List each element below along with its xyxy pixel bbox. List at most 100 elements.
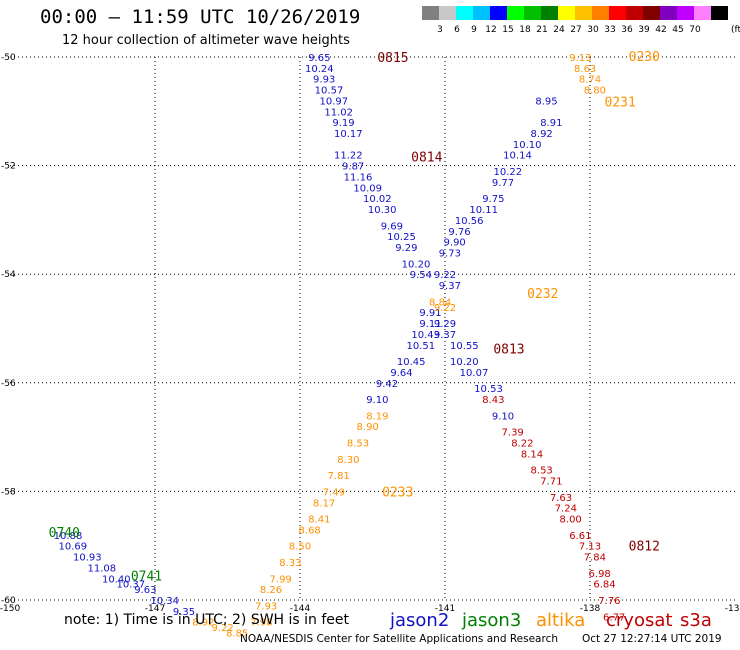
time-label-jason2: 0813: [493, 343, 524, 358]
data-point-altika: 8.30: [337, 455, 359, 466]
data-point-cryosat: 7.39: [502, 428, 524, 439]
chart-title: 00:00 – 11:59 UTC 10/26/2019: [40, 6, 361, 28]
data-point-jason2: 9.65: [308, 53, 330, 64]
data-point-altika: 8.41: [308, 515, 330, 526]
data-point-altika: 8.84: [429, 297, 451, 308]
color-scale-label: 36: [621, 25, 633, 35]
footer-note: note: 1) Time is in UTC; 2) SWH is in fe…: [64, 612, 350, 628]
time-label-jason3: 0740: [49, 526, 80, 541]
data-point-jason2: 11.02: [324, 107, 353, 118]
data-point-cryosat: 6.84: [593, 580, 615, 591]
x-tick-label: -141: [435, 604, 455, 614]
data-point-altika: 8.50: [289, 542, 311, 553]
data-point-jason2: 9.63: [134, 585, 156, 596]
data-point-altika: 9.13: [569, 53, 591, 64]
data-point-cryosat: 7.24: [555, 504, 577, 515]
color-scale-label: 12: [485, 25, 497, 35]
color-scale-label: 21: [536, 25, 548, 35]
color-scale-swatch: [490, 6, 507, 20]
legend-item-s3a: s3a: [680, 610, 712, 631]
color-scale-swatch: [558, 6, 575, 20]
data-point-cryosat: 7.84: [584, 553, 606, 564]
legend-item-cryosat: cryosat: [606, 610, 673, 631]
color-scale-swatch: [711, 6, 728, 20]
data-point-cryosat: 7.71: [540, 477, 562, 488]
color-scale-label: 70: [689, 25, 701, 35]
data-point-cryosat: 6.61: [569, 531, 591, 542]
data-point-jason2: 10.97: [320, 96, 349, 107]
data-point-altika: 8.90: [357, 422, 379, 433]
data-point-jason2: 10.37: [117, 580, 146, 591]
data-point-jason2: 11.22: [334, 151, 363, 162]
color-scale-swatch: [609, 6, 626, 20]
data-point-jason2: 10.14: [503, 151, 532, 162]
data-point-jason2: 10.45: [397, 357, 426, 368]
color-scale-label: 15: [502, 25, 514, 35]
data-point-cryosat: 7.13: [579, 542, 601, 553]
data-point-altika: 8.53: [347, 439, 369, 450]
data-point-cryosat: 8.00: [560, 515, 582, 526]
data-point-cryosat: 7.76: [598, 596, 620, 607]
x-tick-label: -144: [290, 604, 311, 614]
data-point-jason2: 9.73: [439, 248, 461, 259]
data-point-jason2: 10.25: [387, 232, 416, 243]
data-point-jason2: 9.75: [482, 194, 504, 205]
color-scale-label: 45: [672, 25, 684, 35]
color-scale-swatch: [677, 6, 694, 20]
time-label-altika: 0231: [605, 96, 636, 111]
data-point-jason2: 9.76: [448, 227, 470, 238]
color-scale-label: 33: [604, 25, 616, 35]
data-point-jason2: 9.64: [390, 368, 412, 379]
color-scale-label: 30: [587, 25, 599, 35]
color-scale-swatch: [575, 6, 592, 20]
data-point-jason2: 9.37: [434, 330, 456, 341]
data-point-jason2: 10.30: [368, 205, 397, 216]
color-scale-label: 42: [655, 25, 667, 35]
data-point-jason2: 9.37: [439, 281, 461, 292]
data-point-cryosat: 7.63: [550, 493, 572, 504]
data-point-jason2: 10.11: [469, 205, 498, 216]
color-scale-swatch: [422, 6, 439, 20]
data-point-altika: 7.93: [255, 601, 277, 612]
color-scale-label: 3: [437, 25, 443, 35]
y-tick-label: -54: [1, 270, 16, 280]
color-scale-label: 6: [454, 25, 460, 35]
color-scale-swatch: [626, 6, 643, 20]
time-label-jason2: 0815: [377, 51, 408, 66]
credit-text: NOAA/NESDIS Center for Satellite Applica…: [240, 633, 558, 645]
data-point-altika: 7.99: [270, 574, 292, 585]
data-point-cryosat: 6.98: [589, 569, 611, 580]
data-point-jason2: 8.91: [540, 118, 562, 129]
data-point-jason2: 9.90: [444, 238, 466, 249]
data-point-jason2: 10.24: [305, 64, 334, 75]
data-point-jason2: 9.35: [173, 607, 195, 618]
color-scale-swatch: [694, 6, 711, 20]
data-point-jason2: 9.54: [410, 270, 432, 281]
data-point-cryosat: 8.53: [531, 466, 553, 477]
data-point-altika: 8.33: [279, 558, 301, 569]
color-scale-swatch: [456, 6, 473, 20]
data-point-cryosat: 6.77: [603, 612, 625, 623]
data-point-jason2: 10.10: [513, 140, 542, 151]
data-point-jason2: 9.42: [376, 379, 398, 390]
color-scale-swatch: [592, 6, 609, 20]
data-point-jason2: 9.29: [395, 243, 417, 254]
data-point-altika: 7.81: [328, 471, 350, 482]
time-label-altika: 0233: [382, 485, 413, 500]
legend-item-altika: altika: [536, 610, 586, 631]
color-scale-label: 24: [553, 25, 565, 35]
y-tick-label: -56: [1, 379, 16, 389]
data-point-altika: 8.80: [584, 86, 606, 97]
data-point-cryosat: 8.43: [482, 395, 504, 406]
data-point-jason2: 9.10: [492, 411, 514, 422]
chart-subtitle: 12 hour collection of altimeter wave hei…: [62, 33, 350, 48]
color-scale-label: 39: [638, 25, 650, 35]
data-point-cryosat: 8.14: [521, 449, 543, 460]
data-point-jason2: 8.95: [535, 96, 557, 107]
data-point-jason2: 10.43: [411, 330, 440, 341]
color-scale-swatch: [660, 6, 677, 20]
timestamp-text: Oct 27 12:27:14 UTC 2019: [582, 633, 722, 645]
y-tick-label: -50: [1, 53, 16, 63]
data-point-jason2: 10.51: [407, 341, 436, 352]
